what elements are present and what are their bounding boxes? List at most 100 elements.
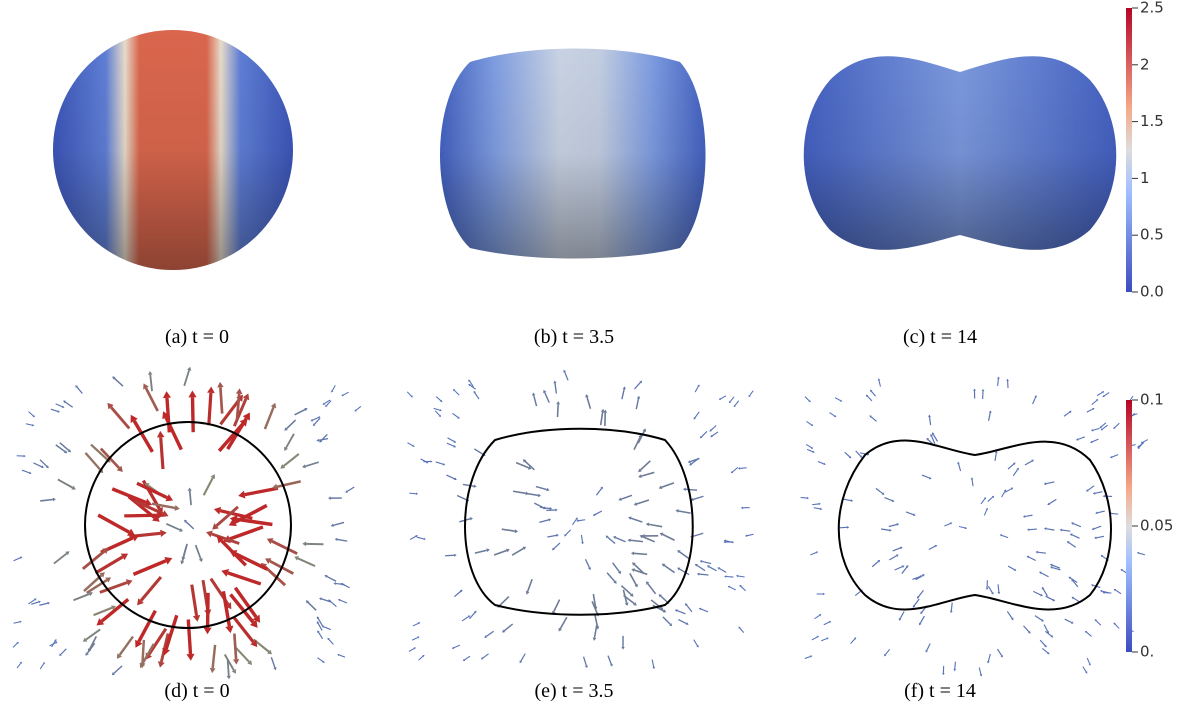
arrow-head xyxy=(1103,495,1105,498)
arrow xyxy=(662,483,674,487)
arrow xyxy=(470,613,475,619)
arrow-head xyxy=(823,593,825,595)
arrow xyxy=(412,638,417,641)
arrow xyxy=(730,587,736,590)
arrow-head xyxy=(745,534,747,536)
arrow xyxy=(805,656,811,658)
arrow xyxy=(1038,552,1046,553)
arrow xyxy=(693,533,703,536)
arrow-head xyxy=(158,661,165,668)
arrow xyxy=(208,593,209,628)
colorbar-label: 0.1 xyxy=(1140,391,1164,409)
arrow xyxy=(17,663,21,668)
arrow xyxy=(1049,499,1056,503)
arrow xyxy=(1115,423,1120,427)
arrow-head xyxy=(193,615,200,622)
arrow xyxy=(343,392,348,395)
arrow xyxy=(981,499,985,504)
arrow xyxy=(483,654,489,658)
arrow xyxy=(554,600,560,612)
arrow xyxy=(1092,400,1097,404)
arrow xyxy=(454,591,460,596)
arrow xyxy=(637,500,649,504)
arrow-head xyxy=(157,431,165,438)
arrow xyxy=(595,625,597,637)
arrow xyxy=(298,558,315,566)
arrow xyxy=(885,649,889,654)
arrow xyxy=(182,547,186,561)
arrow-head xyxy=(957,462,960,465)
arrow xyxy=(545,392,550,402)
arrow-head xyxy=(638,474,642,478)
colorbar-label: 2 xyxy=(1140,55,1150,73)
arrow-head xyxy=(454,554,457,557)
arrow xyxy=(584,657,587,666)
arrow xyxy=(475,393,479,399)
arrow xyxy=(475,550,487,553)
arrow xyxy=(90,636,97,649)
arrow xyxy=(867,396,872,401)
arrow-head xyxy=(546,488,549,491)
arrow xyxy=(630,573,636,584)
arrow xyxy=(504,624,512,631)
arrow-head xyxy=(1094,536,1096,539)
arrow xyxy=(855,591,861,596)
arrow xyxy=(58,479,73,487)
arrow-head xyxy=(174,505,179,511)
arrow xyxy=(1139,553,1145,555)
arrow-head xyxy=(53,498,56,502)
arrow xyxy=(929,546,935,549)
arrow-head xyxy=(423,538,425,541)
arrow xyxy=(228,573,261,584)
arrow xyxy=(265,567,285,586)
arrow xyxy=(995,453,996,461)
arrow xyxy=(494,550,507,555)
arrow-head xyxy=(1036,551,1039,554)
arrow xyxy=(1142,440,1147,443)
arrow-head xyxy=(928,415,931,418)
arrow xyxy=(73,594,89,600)
arrow xyxy=(340,600,347,603)
arrow-head xyxy=(736,575,738,577)
arrow xyxy=(308,602,316,610)
arrow xyxy=(1033,397,1036,404)
arrow xyxy=(528,579,533,591)
arrow-head xyxy=(738,467,740,470)
arrow xyxy=(686,489,697,490)
arrow xyxy=(14,622,20,623)
arrow-head xyxy=(32,424,34,426)
arrow xyxy=(1013,469,1017,475)
colorbar-label: 2.5 xyxy=(1140,0,1164,17)
arrow xyxy=(120,637,133,655)
colorbar-label: 0.05 xyxy=(1140,517,1173,535)
arrow xyxy=(319,632,323,638)
arrow xyxy=(678,511,690,513)
arrow-head xyxy=(439,409,441,411)
arrow xyxy=(595,511,602,515)
arrow xyxy=(209,393,211,425)
arrow xyxy=(419,656,423,660)
arrow xyxy=(166,524,180,530)
arrow-head xyxy=(973,389,976,391)
arrow-head xyxy=(148,371,152,375)
arrow xyxy=(1088,486,1094,491)
arrow xyxy=(554,543,560,549)
arrow-head xyxy=(1137,552,1139,554)
arrow xyxy=(463,484,474,486)
arrow xyxy=(587,397,590,409)
arrow-head xyxy=(1060,529,1063,532)
arrow xyxy=(702,431,707,436)
arrow-head xyxy=(625,602,629,606)
arrow-head xyxy=(238,491,245,499)
arrow xyxy=(540,507,550,508)
velocity-arrows xyxy=(13,367,1148,680)
arrow xyxy=(730,397,734,402)
arrow xyxy=(566,530,571,535)
arrow xyxy=(701,609,708,612)
arrow-head xyxy=(1091,584,1093,587)
arrow xyxy=(457,496,467,500)
arrow xyxy=(14,558,21,561)
colorbar-label: 1 xyxy=(1140,169,1150,187)
arrow-head xyxy=(997,592,1000,594)
arrow xyxy=(521,654,525,661)
